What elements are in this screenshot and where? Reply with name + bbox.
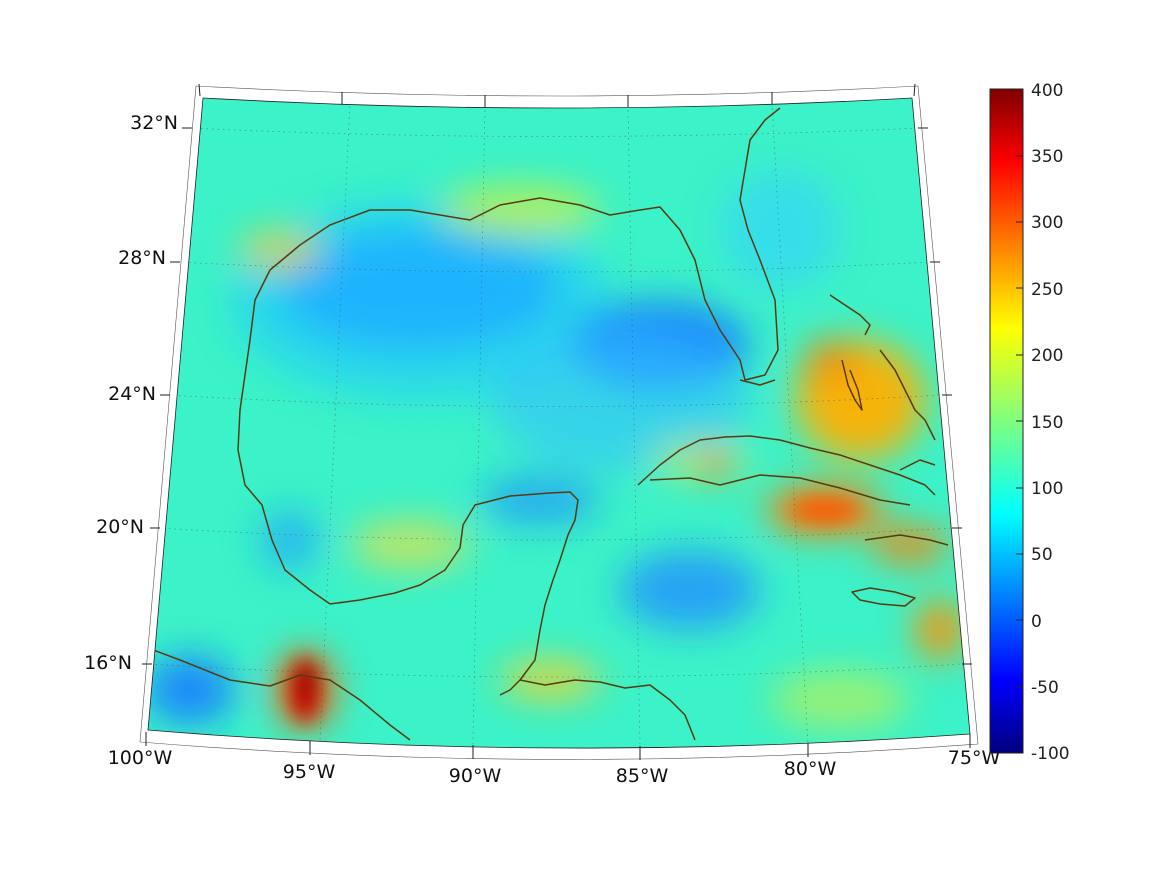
lon-labels: 100°W 95°W 90°W 85°W 80°W 75°W [108,747,1001,787]
colorbar-label-50: 50 [1031,545,1053,565]
colorbar-label-0: 0 [1031,612,1042,632]
colorbar-ticks [1016,155,1023,688]
colorbar-label-100: 100 [1031,479,1063,499]
lon-ticks [145,83,971,760]
lat-label-16n: 16°N [84,652,132,674]
colorbar-label-150: 150 [1031,413,1063,433]
colorbar-label-350: 350 [1031,147,1063,167]
map-frame [147,97,971,749]
lat-label-20n: 20°N [96,516,144,538]
colorbar-label-200: 200 [1031,346,1063,366]
coastline-central-america [519,679,696,741]
coastline-mexico-south [329,491,579,696]
data-field [148,98,970,749]
colorbar-label-neg50: -50 [1031,678,1059,698]
lat-label-28n: 28°N [118,247,166,269]
lat-labels: 32°N 28°N 24°N 20°N 16°N [84,112,178,674]
coastline-florida-keys [739,379,776,386]
lon-label-90w: 90°W [449,765,502,787]
coastlines [148,107,949,741]
colorbar-label-250: 250 [1031,280,1063,300]
lon-label-75w: 75°W [948,747,1001,769]
lon-label-95w: 95°W [283,761,336,783]
coastline-gulf-mainland [148,107,781,741]
colorbar-label-neg100: -100 [1031,744,1070,764]
lat-label-24n: 24°N [108,383,156,405]
graticule [149,100,963,747]
field-peaks [291,498,860,722]
lat-label-32n: 32°N [130,112,178,134]
colorbar-labels: 400 350 300 250 200 150 100 50 0 -50 -10… [1031,81,1070,764]
colorbar-label-300: 300 [1031,213,1063,233]
lat-ticks [142,127,972,665]
lon-label-85w: 85°W [616,765,669,787]
lon-label-80w: 80°W [784,758,837,780]
coastline-jamaica [851,587,916,607]
colorbar: 400 350 300 250 200 150 100 50 0 -50 -10… [989,81,1070,764]
colorbar-label-400: 400 [1031,81,1063,101]
field-anomalies [148,170,965,730]
coastline-hispaniola [864,534,949,546]
lon-label-100w: 100°W [108,747,173,769]
map-outer-frame [139,85,979,760]
coastline-cuba [637,435,936,506]
coastline-bahamas [829,294,936,471]
